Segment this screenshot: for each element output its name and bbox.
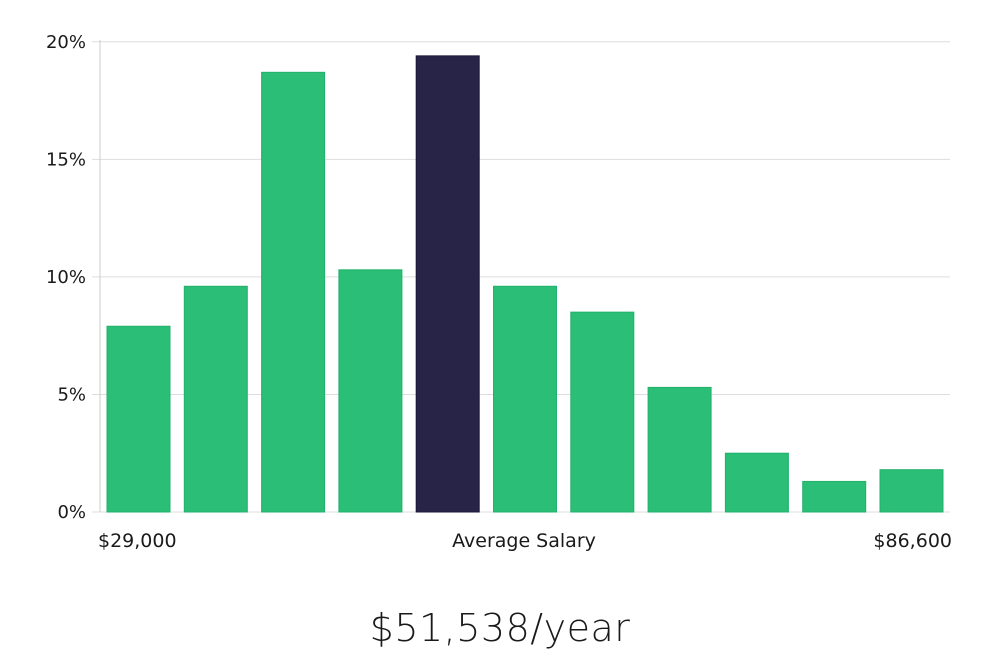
x-min-label: $29,000: [98, 530, 177, 552]
bar: [724, 452, 789, 513]
bar: [183, 285, 248, 513]
y-tick-label: 10%: [46, 267, 86, 288]
bars: [106, 55, 944, 513]
average-salary-value: $51,538/year: [369, 606, 631, 650]
y-tick-label: 0%: [57, 502, 86, 523]
bar: [802, 480, 867, 513]
bar: [570, 311, 635, 513]
bar: [338, 269, 403, 513]
y-tick-label: 15%: [46, 149, 86, 170]
bar: [647, 386, 712, 513]
y-axis-ticks: 0% 5% 10% 15% 20%: [46, 32, 86, 523]
bar: [261, 71, 326, 513]
bar-highlight: [415, 55, 480, 513]
y-tick-label: 20%: [46, 32, 86, 53]
salary-histogram-chart: 0% 5% 10% 15% 20% $29,000 Average Salary $86…: [46, 32, 952, 552]
bar: [106, 325, 171, 513]
x-axis-title: Average Salary: [452, 530, 596, 552]
bar: [493, 285, 557, 513]
x-max-label: $86,600: [873, 530, 952, 552]
bar: [879, 469, 944, 513]
y-tick-label: 5%: [57, 384, 86, 405]
